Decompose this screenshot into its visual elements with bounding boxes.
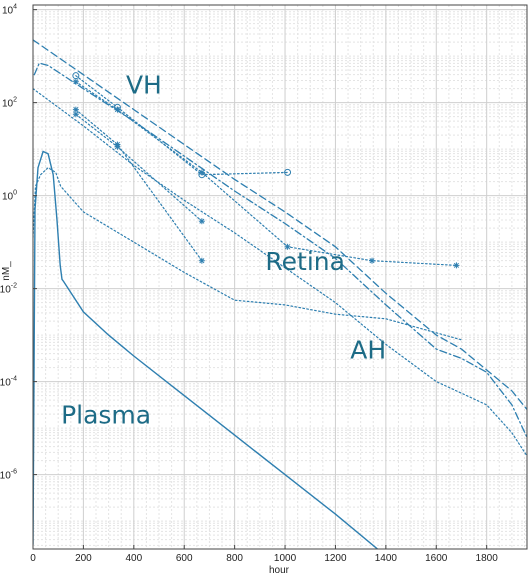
y-axis-ticks: 104 102 100 10-2 10-4 10-6: [0, 4, 37, 482]
marker-circle: [72, 72, 80, 80]
grid-major: [32, 5, 527, 549]
x-axis-label: hour: [269, 565, 290, 576]
x-tick-label: 1800: [476, 553, 499, 564]
x-tick-label: 1000: [274, 553, 297, 564]
series-layer: [33, 39, 527, 549]
marker-star: [198, 169, 205, 176]
marker-star-stroke: [73, 111, 79, 117]
marker-star-stroke: [199, 258, 205, 264]
y-tick-label: 102: [2, 97, 17, 110]
marker-star: [114, 143, 121, 150]
x-tick-label: 1200: [324, 553, 347, 564]
marker-star-stroke: [114, 107, 120, 113]
series-line-5: [75, 75, 289, 176]
marker-star-stroke: [73, 79, 79, 85]
marker-star: [198, 257, 205, 264]
series-line-1: [33, 39, 527, 411]
y-tick-label: 100: [2, 190, 17, 203]
y-tick-label: 104: [2, 4, 17, 17]
annotation-layer: VH Retina AH Plasma: [61, 70, 386, 429]
marker-star-stroke: [199, 169, 205, 175]
x-tick-label: 800: [226, 553, 243, 564]
y-tick-label: 10-2: [0, 283, 17, 296]
annotation-vh: VH: [126, 70, 162, 99]
series-line-7: [75, 109, 203, 262]
series-line-6: [75, 81, 457, 266]
annotation-ah: AH: [350, 335, 386, 364]
y-tick-label: 10-4: [0, 376, 17, 389]
marker-star: [72, 78, 79, 85]
marker-circle: [284, 168, 292, 176]
x-tick-label: 1600: [425, 553, 448, 564]
y-axis-label: nM_: [1, 261, 12, 281]
marker-star-stroke: [453, 262, 459, 268]
x-tick-label: 1400: [375, 553, 398, 564]
annotation-retina: Retina: [265, 247, 345, 276]
series-line-2: [33, 62, 527, 439]
marker-star-stroke: [369, 258, 375, 264]
marker-star: [453, 262, 460, 269]
marker-layer: [72, 72, 460, 269]
marker-star: [198, 218, 205, 225]
x-tick-label: 400: [125, 553, 142, 564]
marker-star: [284, 243, 291, 250]
x-tick-label: 0: [30, 553, 36, 564]
grid-minor: [33, 5, 527, 549]
y-tick-label: 10-6: [0, 469, 17, 482]
marker-star-stroke: [199, 218, 205, 224]
series-line-9: [33, 150, 379, 549]
marker-star: [368, 257, 375, 264]
x-tick-label: 200: [75, 553, 92, 564]
x-tick-label: 600: [176, 553, 193, 564]
marker-star-stroke: [114, 144, 120, 150]
marker-star: [114, 106, 121, 113]
marker-star: [72, 111, 79, 118]
annotation-plasma: Plasma: [61, 400, 151, 429]
marker-star-stroke: [285, 244, 291, 250]
plot-frame: [32, 4, 528, 550]
x-axis-ticks: 0 200 400 600 800 1000 1200 1400 1600 1800: [30, 545, 498, 564]
marker-star-stroke: [73, 107, 79, 113]
